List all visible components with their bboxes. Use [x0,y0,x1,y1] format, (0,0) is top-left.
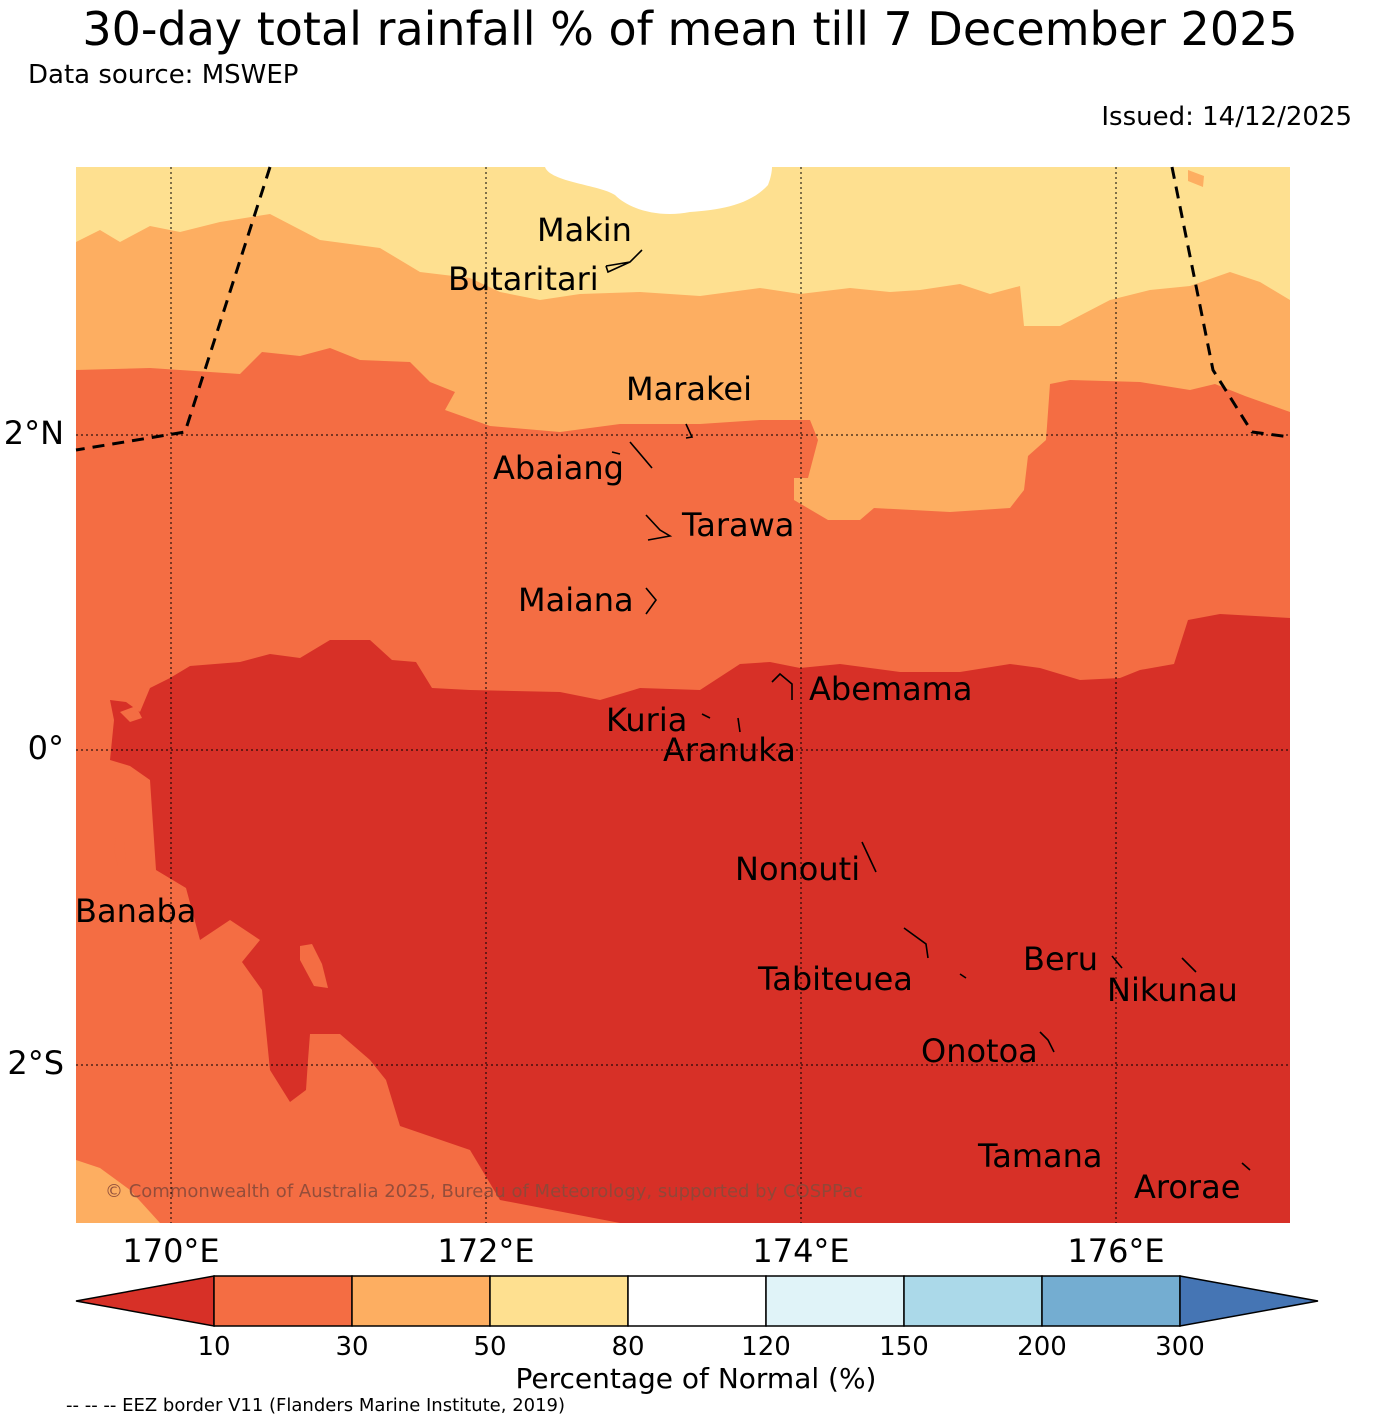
lat-label: 2°N [3,414,64,452]
island-label: Tarawa [682,506,795,544]
lon-label: 176°E [1067,1232,1165,1270]
zone-pocket-c [120,706,142,722]
colorbar-tick: 150 [879,1332,929,1362]
eez-note: -- -- -- EEZ border V11 (Flanders Marine… [66,1395,566,1416]
colorbar-swatch [765,1275,905,1327]
zone-pocket-b [114,838,126,866]
colorbar-label: Percentage of Normal (%) [515,1362,877,1395]
colorbar [75,1275,1319,1327]
issued-date: Issued: 14/12/2025 [1101,102,1352,132]
lon-label: 172°E [437,1232,535,1270]
copyright-notice: © Commonwealth of Australia 2025, Bureau… [105,1181,863,1202]
island-label: Nikunau [1107,971,1238,1009]
colorbar-swatch [627,1275,767,1327]
lat-label: 2°S [7,1044,64,1082]
colorbar-swatch [351,1275,491,1327]
zone-80-120 [545,167,772,215]
colorbar-tick: 300 [1155,1332,1205,1362]
island-outlines [605,249,1251,1171]
island-label: Marakei [626,370,752,408]
island-label: Beru [1023,940,1099,978]
colorbar-tick: 50 [473,1332,507,1362]
colorbar-swatch [489,1275,629,1327]
colorbar-tick: 200 [1017,1332,1067,1362]
colorbar-swatch [213,1275,353,1327]
zone-80-120-small [1188,170,1204,187]
graticule [76,167,1290,1223]
island-label: Nonouti [735,850,861,888]
island-label: Butaritari [448,260,599,298]
colorbar-tick: 30 [335,1332,369,1362]
data-source: Data source: MSWEP [28,60,299,90]
colorbar-tick: 10 [197,1332,231,1362]
colorbar-swatch-under [75,1275,215,1327]
island-label: Tabiteuea [758,960,913,998]
lon-label: 170°E [122,1232,220,1270]
zone-below-10 [110,614,1290,1223]
island-label: Onotoa [921,1032,1038,1070]
lon-label: 174°E [752,1232,850,1270]
island-label: Makin [537,211,632,249]
map-title: 30-day total rainfall % of mean till 7 D… [82,2,1298,56]
island-label: Kuria [606,701,688,739]
colorbar-tick: 120 [741,1332,791,1362]
island-label: Arorae [1134,1168,1241,1206]
island-label: Aranuka [663,731,796,769]
colorbar-tick: 80 [611,1332,645,1362]
colorbar-swatch-over [1179,1275,1319,1327]
colorbar-swatch [903,1275,1043,1327]
eez-border [75,166,1291,452]
island-label: Abaiang [493,449,624,487]
island-label: Maiana [518,581,634,619]
colorbar-swatch [1041,1275,1181,1327]
lat-label: 0° [27,729,64,767]
island-label: Banaba [75,892,197,930]
zone-pocket-a [300,944,328,988]
island-label: Abemama [809,670,973,708]
zone-pocket-d [76,1160,160,1223]
island-label: Tamana [978,1137,1103,1175]
